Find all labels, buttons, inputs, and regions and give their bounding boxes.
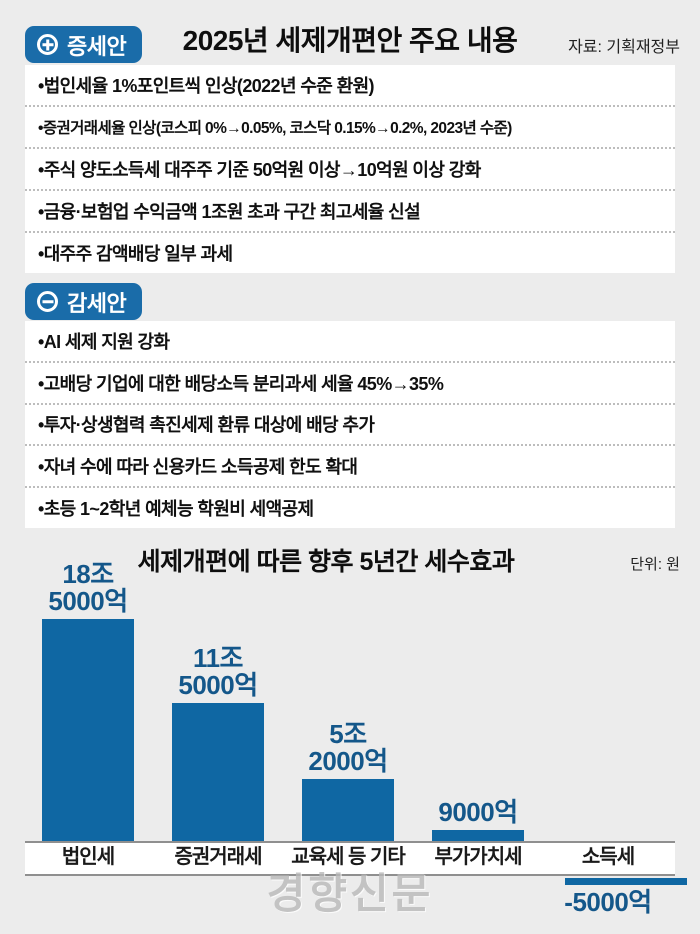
x-axis-band	[25, 841, 675, 876]
bar-2	[302, 779, 394, 841]
list-item: •법인세율 1%포인트씩 인상(2022년 수준 환원)	[38, 76, 375, 96]
bar-value-label: 9000억	[438, 797, 518, 828]
badge-tax-decrease: 감세안	[25, 283, 143, 320]
badge-label: 증세안	[67, 33, 127, 59]
chart-title: 세제개편에 따른 향후 5년간 세수효과	[137, 548, 515, 576]
x-axis-label: 증권거래세	[174, 846, 263, 868]
bar-1	[172, 703, 264, 841]
list-item: •주식 양도소득세 대주주 기준 50억원 이상→10억원 이상 강화	[25, 147, 675, 189]
list-item: •대주주 감액배당 일부 과세	[25, 231, 675, 273]
x-axis-label: 부가가치세	[434, 846, 523, 868]
bar-value-label: -5000억	[564, 887, 652, 917]
bar-4	[565, 878, 687, 885]
list-item: •고배당 기업에 대한 배당소득 분리과세 세율 45%→35%	[25, 360, 675, 403]
panel-tax-decrease: •AI 세제 지원 강화 •고배당 기업에 대한 배당소득 분리과세 세율 45…	[25, 321, 675, 528]
page-title: 2025년 세제개편안 주요 내용	[182, 25, 518, 56]
list-item: •증권거래세율 인상(코스피 0%→0.05%, 코스닥 0.15%→0.2%,…	[25, 105, 675, 147]
plus-circle-icon	[37, 34, 58, 55]
source-label: 자료: 기획재정부	[568, 39, 680, 56]
panel-tax-increase: •법인세율 1%포인트씩 인상(2022년 수준 환원) •증권거래세율 인상(…	[25, 65, 675, 273]
x-axis-label: 법인세	[61, 846, 115, 868]
minus-circle-icon	[37, 291, 58, 312]
list-item: •투자·상생협력 촉진세제 환류 대상에 배당 추가	[25, 402, 675, 445]
badge-tax-increase: 증세안	[25, 26, 143, 63]
bar-value-label: 5조 2000억	[308, 718, 388, 777]
badge-label: 감세안	[67, 290, 127, 316]
list-item: •초등 1~2학년 예체능 학원비 세액공제	[25, 486, 675, 528]
chart-unit-label: 단위: 원	[630, 556, 680, 573]
bar-3	[432, 830, 524, 841]
bar-0	[42, 619, 134, 841]
x-axis-label: 교육세 등 기타	[291, 846, 406, 868]
list-item: •자녀 수에 따라 신용카드 소득공제 한도 확대	[25, 444, 675, 486]
x-axis-label: 소득세	[581, 846, 635, 868]
bar-value-label: 11조 5000억	[178, 642, 258, 701]
list-item: •AI 세제 지원 강화	[38, 331, 170, 352]
bar-value-label: 18조 5000억	[48, 558, 128, 617]
bar-chart: 세제개편에 따른 향후 5년간 세수효과 단위: 원 총 35조 6000억 1…	[0, 535, 700, 934]
list-item: •금융·보험업 수익금액 1조원 초과 구간 최고세율 신설	[25, 189, 675, 231]
